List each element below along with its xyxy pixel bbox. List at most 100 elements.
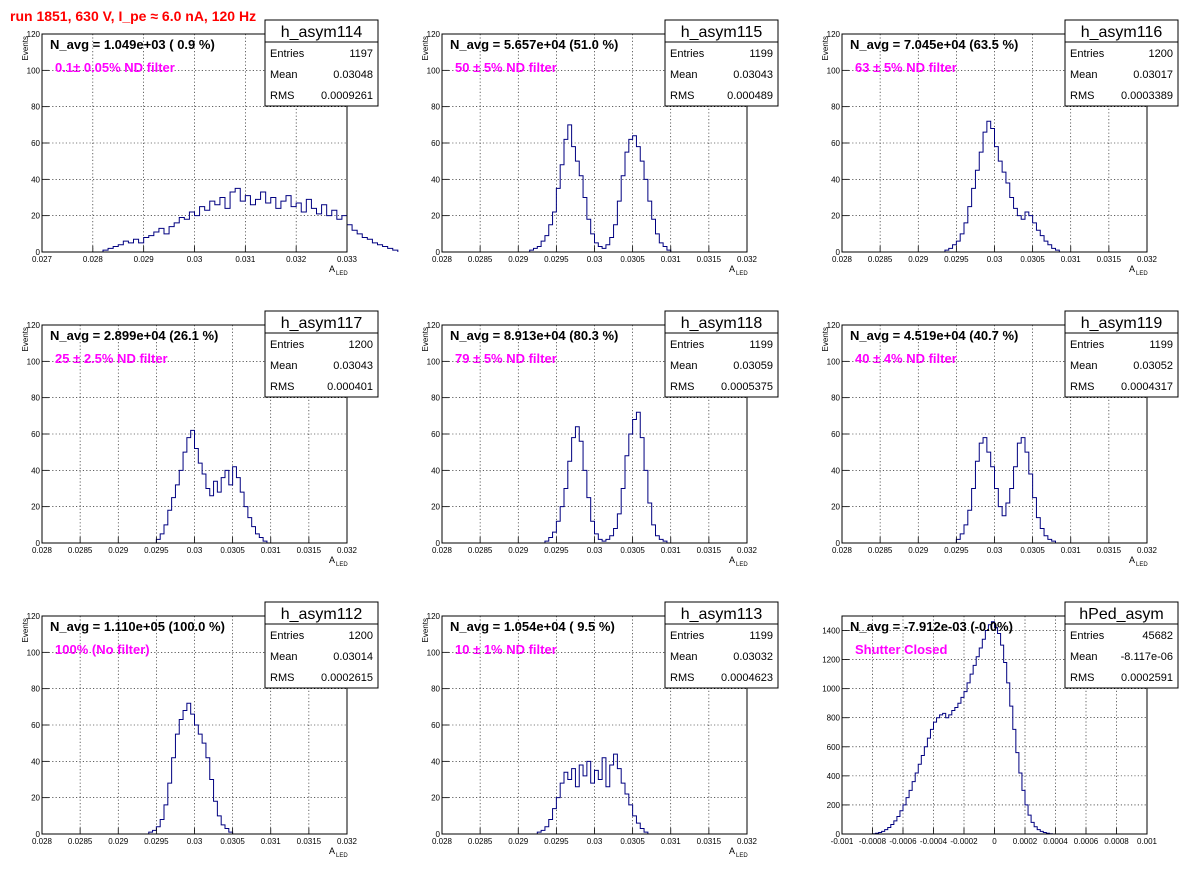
stats-label: Entries bbox=[1070, 48, 1105, 60]
x-tick-label: 0.031 bbox=[261, 546, 282, 555]
x-tick-label: -0.0008 bbox=[859, 837, 887, 846]
x-tick-label: 0.0285 bbox=[868, 546, 893, 555]
histogram-series-hPed_asym bbox=[872, 621, 1053, 835]
x-tick-label: 0.031 bbox=[661, 255, 682, 264]
x-tick-label: 0.0305 bbox=[620, 255, 645, 264]
y-tick-label: 120 bbox=[427, 321, 441, 330]
page-title: run 1851, 630 V, I_pe ≈ 6.0 nA, 120 Hz bbox=[10, 8, 257, 24]
y-tick-label: 120 bbox=[27, 321, 41, 330]
y-tick-label: 80 bbox=[431, 103, 440, 112]
y-axis-label: Events bbox=[421, 618, 430, 642]
y-tick-label: 0 bbox=[436, 830, 441, 839]
y-tick-label: 0 bbox=[836, 539, 841, 548]
histogram-pad-h_asym112: 0.028 0.0285 0.029 0.0295 0.03 0.0305 0.031 0.0… bbox=[21, 601, 379, 859]
x-tick-label: 0.03 bbox=[587, 255, 603, 264]
y-tick-label: 60 bbox=[31, 721, 40, 730]
y-tick-label: 80 bbox=[431, 685, 440, 694]
stats-label: Mean bbox=[1070, 360, 1098, 372]
y-tick-label: 20 bbox=[831, 212, 840, 221]
x-tick-label: 0.032 bbox=[737, 255, 758, 264]
stats-value: 0.0002591 bbox=[1121, 672, 1173, 684]
x-axis-label: A bbox=[729, 846, 735, 856]
filter-annotation: 25 ± 2.5% ND filter bbox=[55, 351, 168, 366]
x-tick-label: 0.033 bbox=[337, 255, 358, 264]
x-axis-label-subscript: LED bbox=[736, 271, 748, 277]
y-tick-label: 0 bbox=[436, 539, 441, 548]
y-tick-label: 20 bbox=[31, 212, 40, 221]
x-tick-label: 0.028 bbox=[432, 255, 453, 264]
histogram-series-h_asym118 bbox=[544, 411, 668, 543]
x-axis-label: A bbox=[729, 555, 735, 565]
y-axis-label: Events bbox=[821, 36, 830, 60]
stats-label: RMS bbox=[1070, 672, 1094, 684]
x-tick-label: 0.0285 bbox=[468, 546, 493, 555]
stats-histogram-name: h_asym119 bbox=[1081, 315, 1163, 332]
navg-label: N_avg = 7.045e+04 (63.5 %) bbox=[850, 37, 1018, 52]
x-axis-label-subscript: LED bbox=[736, 562, 748, 568]
x-axis-label: A bbox=[729, 264, 735, 274]
x-tick-label: -0.001 bbox=[831, 837, 854, 846]
x-tick-label: 0.028 bbox=[32, 837, 53, 846]
y-tick-label: 40 bbox=[431, 466, 440, 475]
stats-label: Mean bbox=[1070, 651, 1098, 663]
y-tick-label: 100 bbox=[27, 66, 41, 75]
stats-box bbox=[1064, 601, 1179, 689]
y-tick-label: 0 bbox=[36, 539, 41, 548]
x-tick-label: 0.0315 bbox=[697, 837, 722, 846]
y-tick-label: 80 bbox=[31, 394, 40, 403]
y-axis-label: Events bbox=[821, 327, 830, 351]
y-tick-label: 120 bbox=[27, 612, 41, 621]
y-tick-label: 120 bbox=[427, 612, 441, 621]
stats-value: 0.0004317 bbox=[1121, 381, 1173, 393]
stats-value: 0.03059 bbox=[733, 360, 773, 372]
stats-value: 0.03048 bbox=[333, 69, 373, 81]
x-tick-label: 0.0004 bbox=[1043, 837, 1068, 846]
stats-value: 0.0005375 bbox=[721, 381, 773, 393]
stats-histogram-name: h_asym112 bbox=[281, 606, 363, 623]
x-axis-label: A bbox=[329, 555, 335, 565]
x-tick-label: 0.03 bbox=[987, 255, 1003, 264]
x-tick-label: 0.028 bbox=[83, 255, 104, 264]
x-tick-label: 0.0285 bbox=[468, 255, 493, 264]
x-tick-label: 0.0315 bbox=[697, 546, 722, 555]
navg-label: N_avg = 1.049e+03 ( 0.9 %) bbox=[50, 37, 215, 52]
x-tick-label: 0.032 bbox=[737, 546, 758, 555]
x-tick-label: 0.028 bbox=[32, 546, 53, 555]
x-tick-label: 0.031 bbox=[1061, 255, 1082, 264]
y-tick-label: 20 bbox=[31, 794, 40, 803]
y-tick-label: 40 bbox=[831, 175, 840, 184]
x-tick-label: 0.0285 bbox=[68, 546, 93, 555]
filter-annotation: 40 ± 4% ND filter bbox=[855, 351, 957, 366]
histogram-series-h_asym117 bbox=[155, 429, 268, 543]
y-tick-label: 80 bbox=[31, 103, 40, 112]
x-tick-label: 0.029 bbox=[508, 255, 529, 264]
stats-box bbox=[1064, 19, 1179, 107]
x-axis-label-subscript: LED bbox=[736, 853, 748, 859]
x-tick-label: 0.029 bbox=[908, 546, 929, 555]
y-tick-label: 1000 bbox=[822, 685, 840, 694]
x-tick-label: 0.0305 bbox=[1020, 546, 1045, 555]
stats-box bbox=[664, 601, 779, 689]
x-tick-label: 0.0315 bbox=[297, 837, 322, 846]
stats-box bbox=[264, 310, 379, 398]
filter-annotation: 50 ± 5% ND filter bbox=[455, 60, 557, 75]
histogram-pad-h_asym113: 0.028 0.0285 0.029 0.0295 0.03 0.0305 0.031 0.0… bbox=[421, 601, 779, 859]
x-tick-label: 0.0305 bbox=[220, 546, 245, 555]
navg-label: N_avg = 8.913e+04 (80.3 %) bbox=[450, 328, 618, 343]
stats-value: 0.0004623 bbox=[721, 672, 773, 684]
x-tick-label: 0.0295 bbox=[944, 546, 969, 555]
y-tick-label: 60 bbox=[831, 430, 840, 439]
histogram-series-h_asym113 bbox=[536, 753, 649, 834]
y-tick-label: 120 bbox=[827, 30, 841, 39]
x-tick-label: 0.031 bbox=[1061, 546, 1082, 555]
stats-value: -8.117e-06 bbox=[1121, 651, 1173, 663]
x-axis-label: A bbox=[329, 264, 335, 274]
x-tick-label: 0.0305 bbox=[1020, 255, 1045, 264]
stats-value: 45682 bbox=[1142, 630, 1173, 642]
histogram-series-h_asym116 bbox=[944, 120, 1060, 252]
x-tick-label: 0.029 bbox=[108, 546, 129, 555]
stats-box bbox=[264, 601, 379, 689]
navg-label: N_avg = 1.054e+04 ( 9.5 %) bbox=[450, 619, 615, 634]
y-tick-label: 0 bbox=[36, 830, 41, 839]
x-tick-label: 0.0295 bbox=[944, 255, 969, 264]
